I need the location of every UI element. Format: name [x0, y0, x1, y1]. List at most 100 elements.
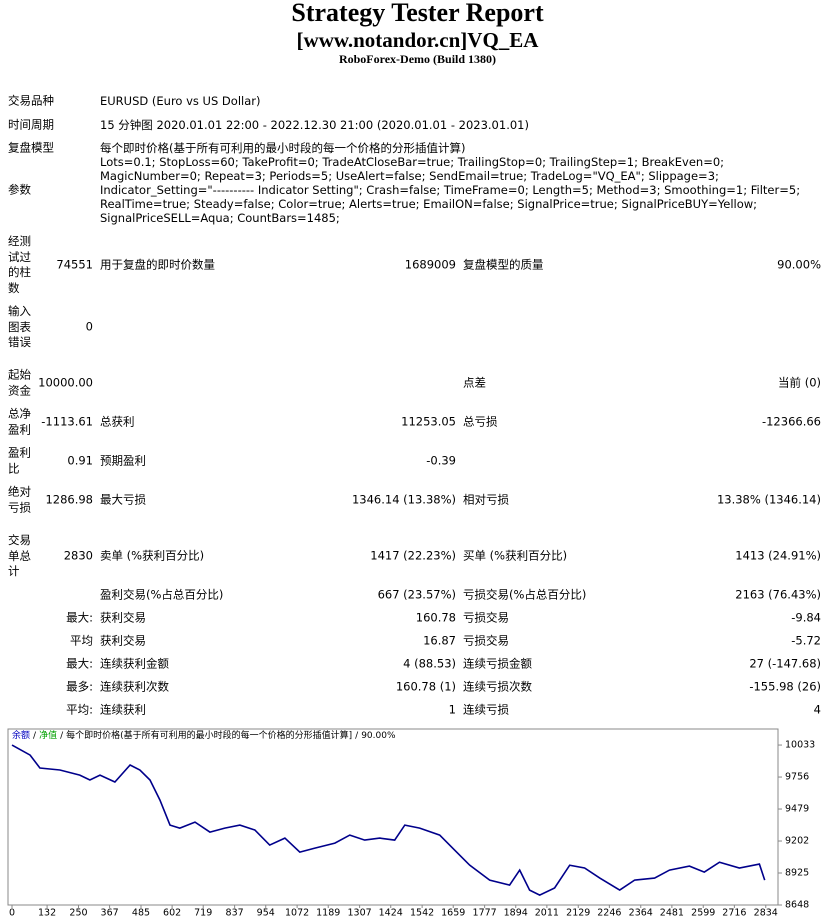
- stat-label: 预期盈利: [100, 453, 146, 468]
- stat-label: 起始资金: [8, 367, 31, 398]
- stat-label: 输入图表错误: [8, 303, 31, 349]
- info-value: 每个即时价格(基于所有可利用的最小时段的每一个价格的分形插值计算): [100, 141, 466, 155]
- report-title: Strategy Tester Report: [291, 0, 544, 27]
- stat-value: 平均: [70, 633, 93, 648]
- stat-value: 0: [85, 319, 93, 334]
- stat-label: 总净盈利: [8, 406, 31, 437]
- stat-label: 亏损交易(%占总百分比): [463, 587, 587, 602]
- x-tick-label: 1894: [504, 908, 528, 919]
- report-subtitle: [www.notandor.cn]VQ_EA: [296, 28, 539, 52]
- balance-chart: 10033 9756 9479 9202 8925 8648 0 132 250 367 485 60…: [7, 728, 815, 919]
- stat-value: 最多:: [66, 679, 93, 694]
- stat-label: 获利交易: [100, 633, 146, 648]
- stat-value: 1417 (22.23%): [370, 548, 456, 563]
- stat-value: 1689009: [404, 257, 456, 272]
- stat-value: 最大:: [66, 610, 93, 625]
- x-tick-label: 2129: [566, 908, 590, 919]
- stat-value: 16.87: [423, 633, 456, 648]
- stat-value: -1113.61: [41, 414, 93, 429]
- info-label: 交易品种: [8, 93, 54, 108]
- stat-label: 连续获利: [100, 702, 146, 717]
- x-tick-label: 367: [101, 908, 119, 919]
- stat-label: 盈利交易(%占总百分比): [100, 587, 224, 602]
- stat-value: 160.78 (1): [395, 679, 456, 694]
- legend-item: /: [355, 731, 359, 741]
- stat-value: 1413 (24.91%): [735, 548, 821, 563]
- x-tick-label: 2716: [722, 908, 746, 919]
- x-tick-label: 2011: [535, 908, 559, 919]
- y-tick-label: 10033: [785, 740, 815, 751]
- x-tick-label: 1072: [285, 908, 309, 919]
- stat-value: 平均:: [66, 702, 93, 717]
- x-tick-label: 250: [69, 908, 87, 919]
- y-tick-label: 9756: [785, 772, 809, 783]
- info-label: 参数: [8, 182, 31, 197]
- x-tick-label: 1424: [379, 908, 403, 919]
- x-tick-label: 2364: [629, 908, 653, 919]
- stat-value: 2830: [63, 548, 93, 563]
- stat-value: 0.91: [67, 453, 93, 468]
- stat-value: 667 (23.57%): [377, 587, 456, 602]
- stat-label: 经测试过的柱数: [8, 234, 31, 295]
- stat-label: 交易单总计: [8, 532, 31, 578]
- x-tick-label: 1777: [473, 908, 497, 919]
- stat-label: 连续获利金额: [100, 656, 169, 671]
- legend-item: /: [60, 731, 64, 741]
- stat-value: 11253.05: [401, 414, 456, 429]
- stat-value: -12366.66: [761, 414, 821, 429]
- stat-label: 获利交易: [100, 610, 146, 625]
- legend-item: 90.00%: [361, 731, 396, 741]
- legend-item: /: [33, 731, 37, 741]
- stat-label: 买单 (%获利百分比): [463, 548, 568, 563]
- x-tick-label: 602: [163, 908, 181, 919]
- x-tick-label: 1659: [441, 908, 465, 919]
- x-tick-label: 2834: [754, 908, 778, 919]
- stat-value: 当前 (0): [778, 375, 821, 390]
- x-tick-label: 837: [226, 908, 244, 919]
- stat-label: 盈利比: [8, 445, 31, 476]
- legend: 余额 / 净值 / 每个即时价格(基于所有可利用的最小时段的每一个价格的分形插值计算] /…: [12, 729, 396, 741]
- legend-item: 余额: [12, 729, 30, 741]
- build-info: RoboForex-Demo (Build 1380): [338, 52, 497, 66]
- stat-value: 最大:: [66, 656, 93, 671]
- x-tick-label: 1307: [348, 908, 372, 919]
- x-tick-label: 485: [132, 908, 150, 919]
- stat-value: -5.72: [791, 633, 821, 648]
- stat-label: 总获利: [100, 414, 135, 429]
- y-tick-label: 8648: [785, 900, 809, 911]
- stat-value: -0.39: [426, 453, 456, 468]
- stat-value: 90.00%: [777, 257, 821, 272]
- x-tick-label: 1189: [316, 908, 340, 919]
- x-tick-label: 132: [38, 908, 56, 919]
- stat-value: 1: [448, 702, 456, 717]
- y-tick-label: 9479: [785, 804, 809, 815]
- stat-label: 复盘模型的质量: [463, 257, 544, 272]
- balance-line: [11, 744, 766, 896]
- stat-value: 74551: [56, 257, 93, 272]
- x-tick-label: 719: [194, 908, 212, 919]
- stat-label: 亏损交易: [463, 633, 509, 648]
- stat-value: 4: [813, 702, 821, 717]
- stat-label: 绝对亏损: [8, 484, 31, 515]
- info-value: Lots=0.1; StopLoss=60; TakeProfit=0; Tra…: [100, 155, 801, 225]
- legend-item: 净值: [39, 729, 57, 741]
- x-tick-label: 2481: [660, 908, 684, 919]
- stat-label: 最大亏损: [100, 492, 146, 507]
- stat-label: 总亏损: [463, 414, 498, 429]
- stat-value: 27 (-147.68): [749, 656, 821, 671]
- stat-label: 相对亏损: [463, 492, 509, 507]
- stat-label: 连续获利次数: [100, 679, 169, 694]
- stat-value: 2163 (76.43%): [735, 587, 821, 602]
- legend-item: 每个即时价格(基于所有可利用的最小时段的每一个价格的分形插值计算]: [66, 729, 352, 741]
- stat-value: 1346.14 (13.38%): [351, 492, 456, 507]
- stat-value: 4 (88.53): [403, 656, 456, 671]
- stat-label: 连续亏损次数: [463, 679, 532, 694]
- stat-label: 点差: [463, 375, 486, 390]
- x-tick-label: 0: [9, 908, 15, 919]
- y-tick-label: 9202: [785, 836, 809, 847]
- info-value: 15 分钟图 2020.01.01 22:00 - 2022.12.30 21:…: [100, 118, 529, 132]
- stat-value: -9.84: [791, 610, 821, 625]
- y-tick-label: 8925: [785, 868, 809, 879]
- stat-value: 10000.00: [38, 375, 93, 390]
